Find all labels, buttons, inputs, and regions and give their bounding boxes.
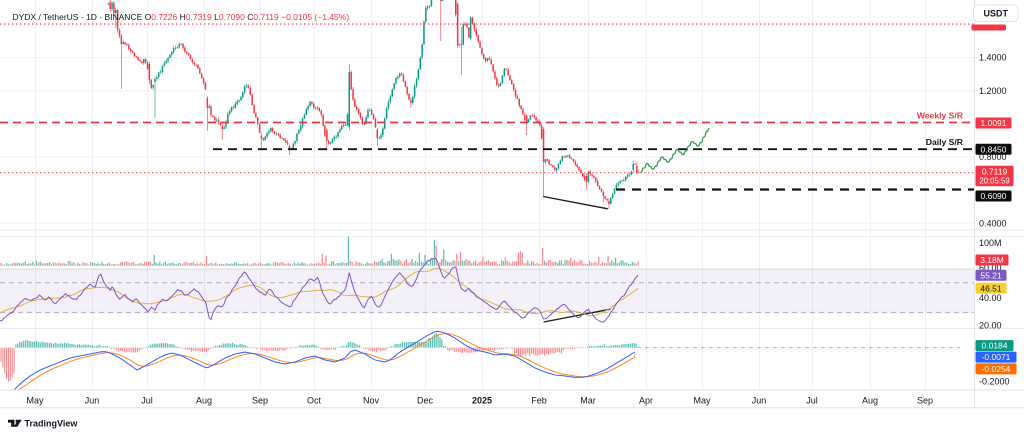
svg-text:Aug: Aug — [196, 396, 212, 406]
svg-text:Aug: Aug — [862, 396, 878, 406]
svg-text:Nov: Nov — [363, 396, 380, 406]
svg-text:55.21: 55.21 — [980, 270, 1002, 280]
svg-text:0.7119: 0.7119 — [982, 166, 1008, 176]
svg-text:0.8450: 0.8450 — [981, 144, 1007, 154]
svg-text:20:05:59: 20:05:59 — [979, 177, 1009, 186]
svg-text:Sep: Sep — [252, 396, 268, 406]
svg-text:0.0184: 0.0184 — [982, 341, 1008, 351]
svg-text:Weekly S/R: Weekly S/R — [917, 111, 964, 121]
svg-text:20.00: 20.00 — [979, 321, 1002, 331]
svg-text:USDT: USDT — [983, 8, 1008, 18]
svg-text:3.18M: 3.18M — [980, 255, 1004, 265]
svg-text:-0.0071: -0.0071 — [982, 352, 1011, 362]
svg-text:Mar: Mar — [580, 396, 596, 406]
svg-text:Sep: Sep — [917, 396, 933, 406]
svg-text:Feb: Feb — [531, 396, 547, 406]
svg-text:Oct: Oct — [307, 396, 322, 406]
svg-text:46.51: 46.51 — [980, 283, 1002, 293]
svg-text:2025: 2025 — [472, 396, 492, 406]
svg-text:Dec: Dec — [417, 396, 434, 406]
svg-text:Jul: Jul — [806, 396, 818, 406]
svg-text:Jul: Jul — [141, 396, 153, 406]
svg-text:0.8000: 0.8000 — [979, 152, 1007, 162]
svg-text:May: May — [26, 396, 44, 406]
svg-text:1.0091: 1.0091 — [981, 118, 1007, 128]
svg-text:Daily S/R: Daily S/R — [926, 137, 964, 147]
svg-text:TradingView: TradingView — [25, 418, 79, 428]
svg-text:40.00: 40.00 — [979, 293, 1002, 303]
svg-text:-0.2000: -0.2000 — [979, 377, 1010, 387]
svg-text:-0.0254: -0.0254 — [982, 364, 1011, 374]
svg-text:0.4000: 0.4000 — [979, 218, 1007, 228]
svg-text:60.00: 60.00 — [979, 263, 1002, 273]
svg-text:100M: 100M — [979, 238, 1002, 248]
svg-text:Jun: Jun — [752, 396, 767, 406]
svg-text:DYDX / TetherUS · 1D · BINANCE: DYDX / TetherUS · 1D · BINANCE O0.7226 H… — [13, 12, 350, 22]
svg-text:May: May — [693, 396, 711, 406]
svg-text:Apr: Apr — [639, 396, 653, 406]
svg-text:1.2000: 1.2000 — [979, 86, 1007, 96]
svg-text:1.4000: 1.4000 — [979, 53, 1007, 63]
svg-text:0.6090: 0.6090 — [981, 191, 1007, 201]
svg-text:Jun: Jun — [85, 396, 100, 406]
